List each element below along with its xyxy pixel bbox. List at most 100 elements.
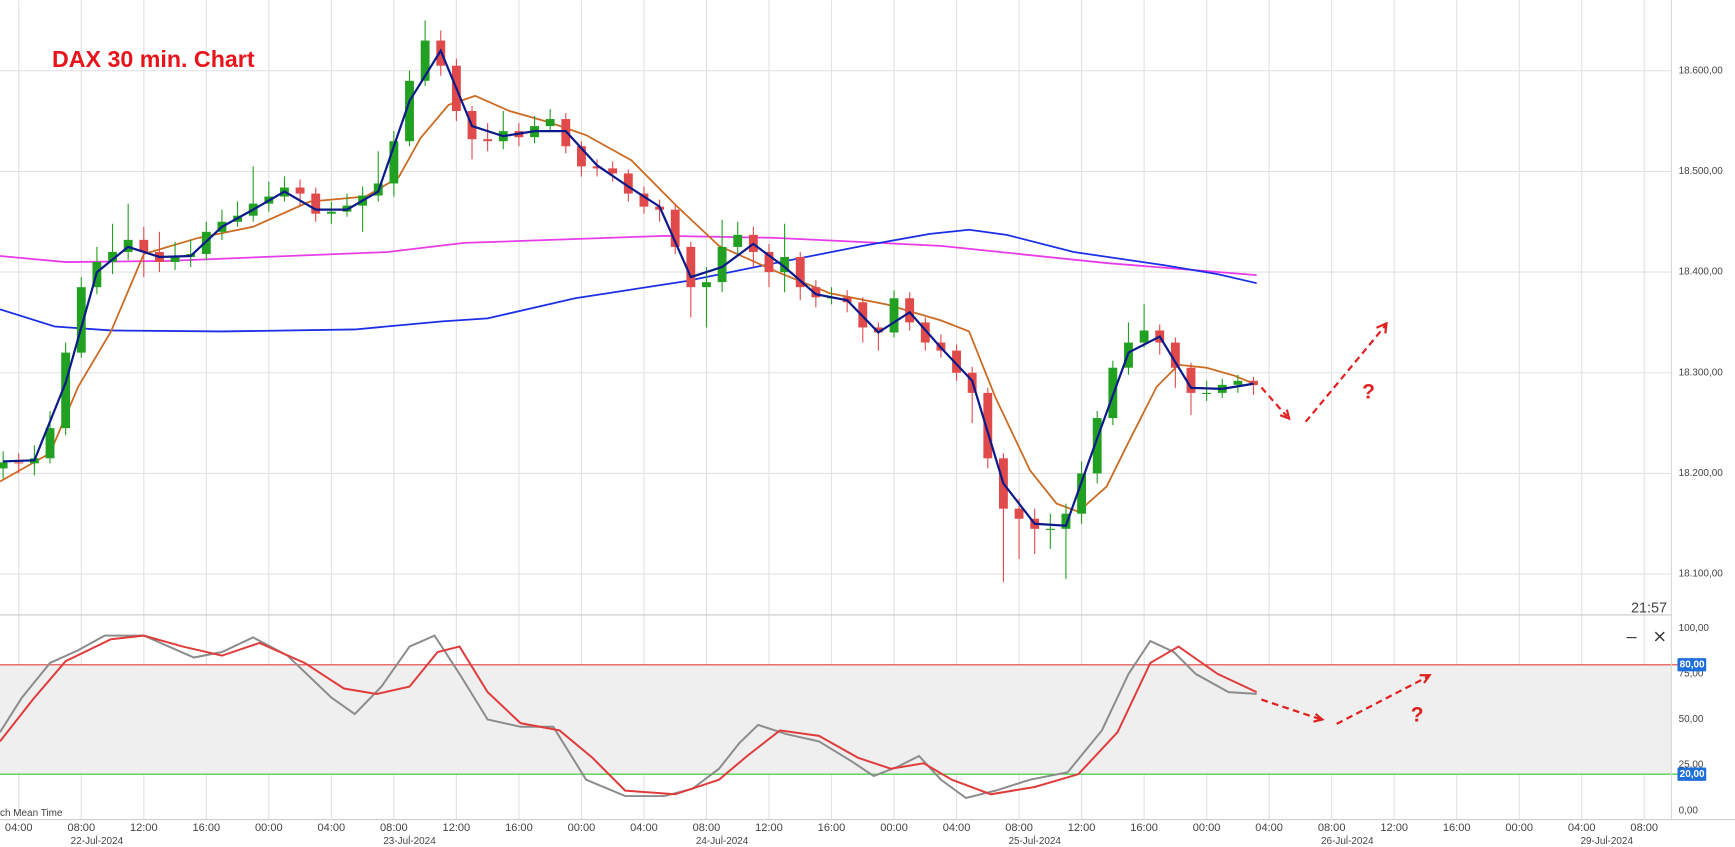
arrowhead	[1279, 409, 1291, 421]
moving-average	[3, 48, 1254, 527]
x-tick-label: 04:00	[943, 822, 971, 834]
date-label: 25-Jul-2024	[1008, 836, 1061, 847]
candle-body	[733, 234, 743, 247]
level-label: 20,00	[1680, 769, 1705, 780]
candle-body	[717, 246, 727, 283]
timezone-label: ch Mean Time	[0, 808, 63, 819]
candle-body	[326, 211, 336, 214]
candle-body	[670, 209, 680, 247]
question-mark: ?	[1411, 704, 1424, 727]
candle-body	[623, 173, 633, 194]
candle-body	[905, 298, 915, 323]
y-tick-label: 75,00	[1679, 669, 1704, 680]
x-tick-label: 08:00	[1630, 822, 1658, 834]
overbought-oversold-band	[0, 664, 1671, 775]
clock: 21:57	[1631, 601, 1667, 617]
x-tick-label: 00:00	[880, 822, 908, 834]
candle-body	[1061, 513, 1071, 529]
close-icon[interactable]	[1654, 631, 1665, 642]
x-tick-label: 12:00	[1380, 822, 1408, 834]
x-tick-label: 04:00	[318, 822, 346, 834]
y-tick-label: 100,00	[1679, 623, 1710, 634]
candle-body	[311, 193, 321, 214]
arrowhead	[1419, 674, 1432, 684]
candle-body	[1170, 342, 1180, 368]
level-label: 80,00	[1680, 659, 1705, 670]
x-tick-label: 12:00	[443, 822, 471, 834]
candle-body	[1077, 473, 1087, 514]
question-mark: ?	[1362, 381, 1375, 404]
candle-body	[14, 462, 24, 464]
forecast-arrows	[1260, 321, 1432, 725]
x-tick-label: 08:00	[67, 822, 95, 834]
candle-body	[811, 287, 821, 298]
candle-body	[483, 139, 493, 142]
x-tick-label: 12:00	[755, 822, 783, 834]
arrow-up-stoch	[1336, 675, 1430, 725]
x-tick-label: 00:00	[1505, 822, 1533, 834]
arrowhead	[1313, 713, 1325, 723]
x-tick-label: 08:00	[693, 822, 721, 834]
y-tick-label: 50,00	[1679, 714, 1704, 725]
candle-body	[639, 193, 649, 207]
candle-body	[389, 141, 399, 184]
candle-body	[45, 428, 55, 459]
x-tick-label: 04:00	[5, 822, 33, 834]
candle-body	[108, 251, 117, 263]
grid	[0, 0, 1671, 820]
candle-body	[0, 462, 8, 469]
date-label: 23-Jul-2024	[383, 836, 436, 847]
candle-body	[170, 256, 180, 263]
candle-body	[405, 80, 414, 142]
x-tick-label: 04:00	[1568, 822, 1596, 834]
y-tick-label: 18.600,00	[1679, 65, 1724, 76]
y-tick-label: 18.100,00	[1679, 569, 1724, 580]
y-tick-label: 18.200,00	[1679, 468, 1724, 479]
x-tick-label: 16:00	[1130, 822, 1158, 834]
arrow-down-price	[1260, 386, 1288, 418]
candle-body	[952, 350, 961, 373]
x-tick-label: 16:00	[818, 822, 846, 834]
y-tick-label: 18.500,00	[1679, 166, 1724, 177]
candle-body	[592, 166, 602, 169]
x-tick-label: 04:00	[1255, 822, 1283, 834]
candle-body	[295, 187, 305, 194]
candle-body	[1186, 367, 1196, 393]
chart-title: DAX 30 min. Chart	[52, 46, 255, 72]
candle-body	[686, 246, 696, 288]
x-tick-label: 12:00	[1068, 822, 1096, 834]
level-label-box	[1677, 658, 1707, 672]
candle-body	[1045, 528, 1055, 530]
y-tick-label: 25,00	[1679, 760, 1704, 771]
x-tick-label: 00:00	[1193, 822, 1221, 834]
candle-body	[420, 40, 430, 81]
arrowhead	[1376, 321, 1388, 334]
candle-body	[1233, 380, 1243, 385]
y-tick-label: 18.400,00	[1679, 267, 1724, 278]
x-tick-label: 16:00	[192, 822, 220, 834]
level-label-box	[1677, 767, 1707, 781]
x-tick-label: 08:00	[1005, 822, 1033, 834]
candle-body	[920, 322, 930, 343]
candle-body	[61, 352, 71, 429]
candle-body	[1092, 418, 1102, 474]
x-tick-label: 04:00	[630, 822, 658, 834]
date-label: 22-Jul-2024	[71, 836, 124, 847]
candle-body	[1139, 330, 1149, 343]
x-tick-label: 00:00	[255, 822, 283, 834]
candle-body	[780, 256, 790, 273]
stochastic-line	[0, 634, 1258, 796]
candle-body	[139, 239, 149, 252]
candle-body	[545, 119, 555, 127]
candle-body	[889, 298, 899, 333]
x-tick-label: 00:00	[568, 822, 596, 834]
candle-body	[577, 146, 586, 167]
y-tick-label: 18.300,00	[1679, 367, 1724, 378]
candle-body	[1249, 380, 1258, 385]
candle-body	[764, 251, 774, 273]
candle-body	[201, 231, 211, 254]
x-tick-label: 12:00	[130, 822, 158, 834]
candle-body	[76, 287, 86, 353]
x-tick-label: 08:00	[1318, 822, 1346, 834]
